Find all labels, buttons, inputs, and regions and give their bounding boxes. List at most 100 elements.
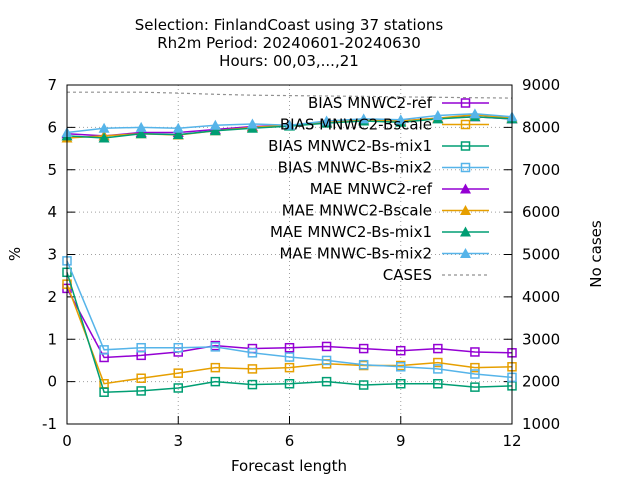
legend-label: MAE MNWC2-Bscale: [282, 202, 432, 220]
data-point: [321, 341, 332, 352]
data-point: [247, 364, 258, 374]
data-point: [284, 378, 295, 389]
grid: [67, 85, 512, 424]
data-point: [433, 357, 443, 368]
y2-tick-label: 6000: [522, 203, 560, 221]
data-point: [247, 379, 258, 390]
data-point: [99, 345, 109, 355]
x-tick-label: 12: [502, 432, 521, 450]
data-point: [136, 386, 146, 396]
data-point: [172, 122, 184, 133]
data-point: [135, 128, 147, 139]
data-point: [210, 376, 221, 387]
y2-tick-label: 3000: [522, 330, 560, 348]
data-point: [173, 383, 183, 393]
data-point: [358, 359, 369, 370]
series-line: [66, 272, 513, 393]
legend-marker: [460, 205, 471, 215]
y-tick-label: 2: [47, 288, 57, 306]
data-point: [99, 387, 109, 397]
legend-marker: [460, 248, 471, 258]
data-point: [470, 369, 480, 379]
y2-tick-label: 9000: [522, 76, 560, 94]
data-point: [135, 121, 147, 132]
data-point: [396, 362, 406, 372]
data-point: [470, 347, 480, 357]
y-tick-label: 7: [47, 76, 57, 94]
data-point: [321, 115, 333, 126]
y2-tick-label: 5000: [522, 246, 560, 264]
y-tick-label: 5: [47, 161, 57, 179]
legend-label: BIAS MNWC-Bs-mix2: [278, 159, 432, 177]
legend-marker: [460, 226, 471, 237]
data-point: [210, 342, 221, 352]
legend-marker: [460, 98, 471, 108]
data-point: [284, 342, 295, 353]
legend-label: MAE MNWC2-ref: [310, 180, 433, 198]
chart-title-line-2: Rh2m Period: 20240601-20240630: [157, 34, 421, 52]
series-line: [66, 283, 513, 385]
legend-label: BIAS MNWC2-Bs-mix1: [268, 137, 432, 155]
data-point: [173, 342, 183, 353]
data-point: [358, 380, 369, 390]
y2-tick-label: 2000: [522, 373, 560, 391]
data-point: [136, 373, 146, 383]
x-tick-label: 3: [173, 432, 183, 450]
legend-marker: [460, 141, 471, 151]
data-point: [432, 110, 444, 121]
y2-tick-label: 1000: [522, 415, 560, 433]
data-point: [284, 119, 295, 130]
y2-tick-label: 8000: [522, 118, 560, 136]
data-point: [470, 362, 480, 373]
data-point: [98, 132, 110, 143]
data-point: [172, 129, 184, 140]
chart-title: Selection: FinlandCoast using 37 station…: [135, 16, 444, 70]
y-tick-label: -1: [42, 415, 57, 433]
legend-label: BIAS MNWC2-Bscale: [280, 116, 432, 134]
y2-tick-label: 7000: [522, 161, 560, 179]
data-point: [358, 113, 370, 124]
data-point: [247, 348, 258, 358]
y2-axis-label: No cases: [587, 220, 605, 288]
x-axis-label: Forecast length: [231, 457, 347, 475]
data-point: [395, 114, 407, 125]
legend: BIAS MNWC2-ref BIAS MNWC2-Bscale BIAS MNWC…: [268, 94, 489, 284]
data-point: [470, 382, 480, 392]
y-tick-label: 1: [47, 330, 57, 348]
data-point: [358, 343, 369, 354]
data-point: [321, 376, 332, 387]
data-point: [396, 378, 406, 389]
series-2: [62, 267, 517, 397]
legend-label: MAE MNWC2-Bs-mix1: [270, 223, 432, 241]
data-point: [433, 378, 443, 389]
legend-label: BIAS MNWC2-ref: [308, 94, 433, 112]
y2-tick-label: 4000: [522, 288, 560, 306]
y-axis-label: %: [6, 247, 24, 261]
legend-label: CASES: [383, 266, 432, 284]
data-point: [284, 352, 295, 362]
data-point: [246, 118, 258, 129]
data-point: [209, 119, 221, 130]
y-tick-label: 6: [47, 118, 57, 136]
legend-label: MAE MNWC-Bs-mix2: [279, 245, 432, 263]
data-point: [469, 108, 481, 119]
x-tick-label: 0: [62, 432, 72, 450]
data-point: [136, 342, 146, 353]
y-tick-label: 3: [47, 246, 57, 264]
data-point: [210, 362, 221, 373]
data-point: [321, 355, 332, 366]
series-7: [61, 108, 518, 137]
legend-marker: [460, 183, 471, 194]
data-point: [433, 343, 443, 354]
data-point: [173, 368, 183, 378]
legend-marker: [460, 119, 471, 130]
data-point: [209, 125, 221, 136]
data-point: [433, 364, 443, 374]
chart-title-line-1: Selection: FinlandCoast using 37 station…: [135, 16, 444, 34]
chart-title-line-3: Hours: 00,03,...,21: [219, 52, 359, 70]
series-line: [67, 91, 513, 99]
plot-frame: [66, 84, 513, 425]
series-line: [66, 288, 513, 359]
